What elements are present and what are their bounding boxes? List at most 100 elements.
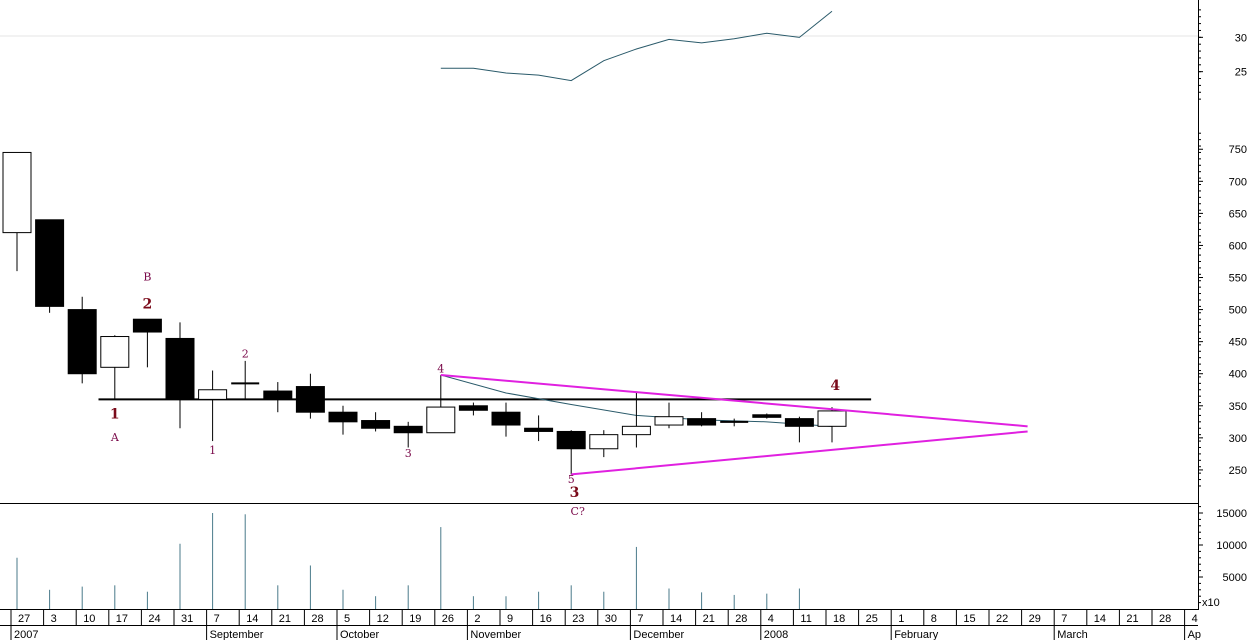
date-tick-label: 17 bbox=[116, 613, 128, 625]
date-tick-label: 8 bbox=[931, 613, 937, 625]
wave-label: B bbox=[143, 271, 151, 284]
volume-tick-label: 15000 bbox=[1216, 508, 1247, 520]
candle-body bbox=[556, 430, 586, 450]
price-tick-label: 750 bbox=[1229, 144, 1247, 156]
secondary-tick-label: 25 bbox=[1235, 67, 1247, 79]
wave-label: A bbox=[110, 431, 120, 444]
candle bbox=[458, 402, 488, 416]
month-label: 2008 bbox=[764, 629, 788, 640]
date-tick-label: 14 bbox=[1094, 613, 1106, 625]
wave-label: 1 bbox=[110, 407, 120, 423]
candle-body bbox=[784, 418, 814, 427]
candle bbox=[295, 373, 325, 419]
candle-body bbox=[393, 425, 423, 434]
price-tick-label: 300 bbox=[1229, 433, 1247, 445]
wave-label: 4 bbox=[437, 362, 444, 375]
price-tick-label: 600 bbox=[1229, 240, 1247, 252]
triangle-pattern bbox=[440, 374, 1028, 476]
candle bbox=[621, 392, 651, 448]
candle-body bbox=[752, 414, 782, 418]
candle bbox=[720, 418, 749, 427]
candle bbox=[361, 412, 391, 432]
candle bbox=[524, 415, 554, 442]
candle bbox=[491, 402, 521, 437]
candle-body bbox=[817, 410, 847, 427]
date-axis: 27 3 10 17 24 31 7 14 21 28 5 12 19 26 2 9 16 23 30 7 14 21 28… bbox=[0, 609, 1201, 640]
date-tick-label: 27 bbox=[18, 613, 30, 625]
price-tick-label: 400 bbox=[1229, 369, 1247, 381]
date-tick-label: 2 bbox=[474, 613, 480, 625]
month-label: March bbox=[1057, 629, 1088, 640]
date-tick-label: 1 bbox=[898, 613, 904, 625]
date-ticks: 27 3 10 17 24 31 7 14 21 28 5 12 19 26 2 9 16 23 30 7 14 21 28… bbox=[10, 609, 1198, 625]
date-tick-label: 3 bbox=[51, 613, 57, 625]
candle-body bbox=[491, 411, 521, 426]
date-tick-label: 29 bbox=[1029, 613, 1041, 625]
candles bbox=[2, 151, 847, 475]
date-tick-label: 10 bbox=[83, 613, 95, 625]
candle-body bbox=[687, 418, 717, 426]
date-tick-label: 9 bbox=[507, 613, 513, 625]
date-tick-label: 21 bbox=[279, 613, 291, 625]
date-tick-label: 11 bbox=[800, 613, 811, 625]
candle-body bbox=[524, 427, 554, 432]
date-tick-label: 14 bbox=[246, 613, 258, 625]
candle-body bbox=[426, 406, 456, 434]
wave-label: 2 bbox=[242, 348, 249, 361]
wave-label: C? bbox=[571, 505, 585, 518]
candle bbox=[263, 382, 293, 413]
date-tick-label: 5 bbox=[344, 613, 350, 625]
date-tick-label: 18 bbox=[833, 613, 845, 625]
volume-ticks: 5000 10000 15000 bbox=[1198, 506, 1247, 604]
month-label: November bbox=[470, 629, 521, 640]
month-labels: 2007 September October November December 2008… bbox=[10, 625, 1201, 640]
volume-bars bbox=[16, 513, 800, 609]
date-tick-label: 4 bbox=[1192, 613, 1198, 625]
month-label: October bbox=[340, 629, 379, 640]
candle-body bbox=[458, 405, 488, 411]
candle-body bbox=[198, 389, 228, 400]
candle bbox=[817, 407, 847, 443]
price-tick-label: 500 bbox=[1229, 305, 1247, 317]
triangle-upper-line bbox=[440, 374, 1028, 428]
date-tick-label: 4 bbox=[768, 613, 774, 625]
candle bbox=[589, 430, 619, 458]
volume-tick-label: 10000 bbox=[1216, 540, 1247, 552]
date-tick-label: 26 bbox=[442, 613, 454, 625]
candle bbox=[687, 412, 717, 427]
price-tick-label: 350 bbox=[1229, 401, 1247, 413]
volume-multiplier-label: x10 bbox=[1202, 597, 1220, 609]
date-tick-label: 22 bbox=[996, 613, 1008, 625]
candle bbox=[393, 421, 423, 448]
candle bbox=[35, 219, 65, 313]
month-label: September bbox=[210, 629, 264, 640]
candle bbox=[556, 430, 586, 475]
candle-body bbox=[132, 318, 162, 333]
candle bbox=[2, 151, 32, 272]
date-tick-label: 16 bbox=[540, 613, 552, 625]
candle-body bbox=[165, 337, 195, 400]
wave-label: 2 bbox=[143, 296, 153, 312]
candle-body bbox=[263, 390, 293, 400]
candle-body bbox=[654, 416, 684, 426]
date-tick-label: 23 bbox=[572, 613, 584, 625]
month-label: 2007 bbox=[14, 629, 38, 640]
date-tick-label: 25 bbox=[866, 613, 878, 625]
price-tick-label: 700 bbox=[1229, 176, 1247, 188]
month-label: December bbox=[633, 629, 684, 640]
date-tick-label: 28 bbox=[735, 613, 747, 625]
price-tick-label: 650 bbox=[1229, 208, 1247, 220]
price-tick-label: 450 bbox=[1229, 337, 1247, 349]
date-tick-label: 15 bbox=[963, 613, 975, 625]
wave-label: 3 bbox=[570, 485, 580, 501]
price-ticks: 250 300 350 400 450 500 550 600 650 700 750 bbox=[1198, 132, 1247, 487]
triangle-lower-line bbox=[571, 430, 1028, 476]
date-tick-label: 7 bbox=[637, 613, 643, 625]
date-tick-label: 12 bbox=[377, 613, 389, 625]
candle-body bbox=[2, 151, 32, 234]
date-tick-label: 21 bbox=[703, 613, 715, 625]
candle-body bbox=[589, 434, 619, 450]
date-tick-label: 7 bbox=[214, 613, 220, 625]
wave-label: 3 bbox=[405, 447, 412, 460]
price-tick-label: 250 bbox=[1229, 465, 1247, 477]
